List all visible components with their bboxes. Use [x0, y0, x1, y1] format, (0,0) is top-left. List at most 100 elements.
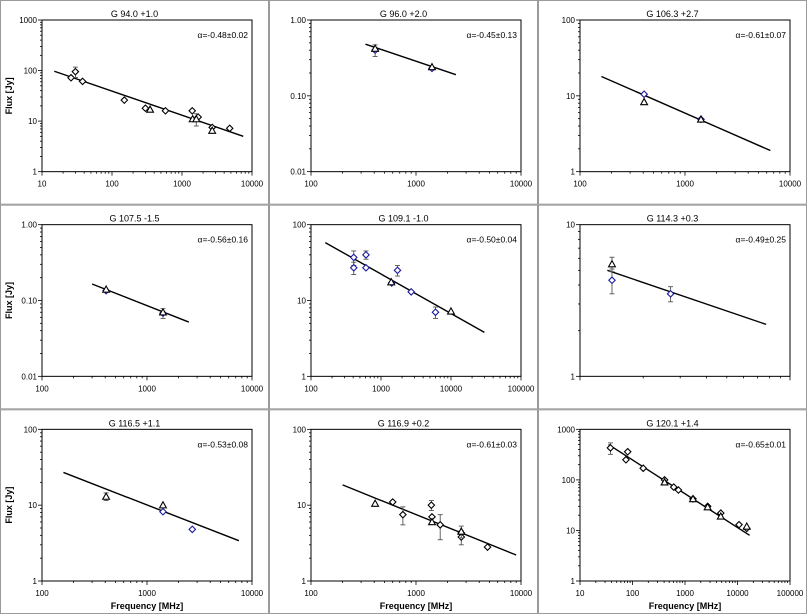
data-point-diamond	[427, 501, 436, 510]
data-point-diamond	[78, 77, 87, 86]
data-point-diamond	[735, 520, 744, 529]
data-point-diamond	[188, 525, 197, 534]
data-point-diamond	[349, 253, 358, 262]
data-point-diamond	[393, 266, 402, 275]
data-point-triangle	[639, 97, 649, 106]
chart-title: G 96.0 +2.0	[380, 9, 427, 19]
x-tick-label: 10000	[726, 589, 749, 598]
plot-area	[41, 19, 253, 173]
x-tick-label: 1000	[173, 180, 191, 189]
data-point-diamond	[606, 443, 615, 452]
x-tick-label: 1000	[138, 589, 156, 598]
y-tick-label: 100	[24, 425, 38, 434]
y-axis-label: Flux [Jy]	[4, 282, 14, 319]
data-point-triangle	[370, 499, 380, 507]
fit-line	[342, 484, 517, 556]
x-tick-label: 1000	[372, 384, 390, 393]
y-tick-label: 1	[571, 577, 576, 586]
y-tick-label: 1.00	[290, 16, 306, 25]
y-tick-label: 10	[566, 526, 575, 535]
data-point-triangle	[101, 491, 111, 500]
y-tick-label: 0.01	[21, 372, 37, 381]
x-axis-label: Frequency [MHz]	[111, 601, 184, 611]
data-point-triangle	[660, 477, 669, 486]
alpha-annotation: α=-0.45±0.13	[467, 30, 518, 40]
plot-area	[579, 224, 791, 377]
x-tick-label: 100	[35, 384, 49, 393]
y-tick-label: 1	[33, 577, 38, 586]
data-point-diamond	[188, 106, 197, 115]
x-tick-label: 10000	[241, 384, 264, 393]
data-point-diamond	[398, 510, 407, 519]
chart-panel: 1 10 G 114.3 +0.3 α=-0.49±0.25	[538, 204, 807, 410]
y-tick-label: 10	[566, 221, 575, 230]
panel-border	[0, 204, 269, 410]
y-tick-label: 1000	[557, 425, 575, 434]
x-tick-label: 10000	[779, 180, 802, 189]
data-point-diamond	[483, 543, 492, 552]
data-point-diamond	[159, 507, 167, 516]
chart-panel: 100 1000 10000 1 10 100 G 116.9 +0.2 α=-0.61±0.…	[269, 409, 538, 614]
panel-border	[269, 204, 538, 410]
x-tick-label: 10000	[510, 589, 533, 598]
chart-title: G 107.5 -1.5	[109, 214, 159, 224]
panel-border	[538, 0, 807, 205]
chart-panel: 100 1000 10000 100000 1 10 100 G 109.1 -1.0 α=-0…	[269, 204, 538, 410]
x-tick-label: 100	[573, 180, 587, 189]
data-point-diamond	[608, 276, 616, 285]
y-tick-label: 0.01	[290, 168, 306, 177]
chart-panel: 100 1000 10000 1 10 100 G 106.3 +2.7 α=-0.61±0.…	[538, 0, 807, 205]
x-tick-label: 10000	[241, 180, 264, 189]
y-tick-label: 0.10	[290, 92, 306, 101]
x-tick-label: 100000	[508, 384, 535, 393]
data-point-triangle	[703, 502, 712, 511]
data-point-triangle	[101, 284, 111, 293]
y-tick-label: 1	[571, 372, 576, 381]
y-tick-label: 10	[297, 297, 306, 306]
x-tick-label: 10	[38, 180, 47, 189]
x-tick-label: 1000	[407, 180, 425, 189]
y-tick-label: 1.00	[21, 221, 37, 230]
panel-border	[0, 0, 269, 205]
data-point-triangle	[607, 259, 617, 268]
chart-title: G 109.1 -1.0	[378, 214, 428, 224]
fit-line	[601, 75, 771, 152]
data-point-diamond	[161, 106, 170, 115]
alpha-annotation: α=-0.50±0.04	[467, 235, 518, 245]
data-point-triangle	[158, 307, 168, 316]
data-point-diamond	[141, 104, 150, 113]
data-point-diamond	[674, 486, 683, 495]
x-tick-label: 100	[626, 589, 640, 598]
x-tick-label: 1000	[138, 384, 156, 393]
y-tick-label: 1	[302, 577, 307, 586]
x-tick-label: 1000	[407, 589, 425, 598]
data-point-diamond	[225, 124, 234, 133]
chart-panel: 100 1000 10000 0.01 0.10 1.00 G 107.5 -1.5 α=-0…	[0, 204, 269, 410]
chart-title: G 106.3 +2.7	[646, 9, 698, 19]
panel-border	[538, 204, 807, 410]
x-tick-label: 100	[304, 180, 318, 189]
data-point-diamond	[407, 287, 416, 296]
x-tick-label: 100	[304, 384, 318, 393]
data-point-triangle	[370, 44, 380, 52]
y-tick-label: 1000	[19, 16, 37, 25]
alpha-annotation: α=-0.48±0.02	[198, 30, 249, 40]
alpha-annotation: α=-0.65±0.01	[736, 439, 787, 449]
data-point-diamond	[120, 96, 129, 105]
data-point-triangle	[158, 500, 168, 509]
chart-title: G 114.3 +0.3	[647, 214, 699, 224]
x-tick-label: 10000	[241, 589, 264, 598]
y-tick-label: 100	[562, 476, 576, 485]
y-axis-label: Flux [Jy]	[4, 487, 14, 524]
alpha-annotation: α=-0.61±0.03	[467, 439, 518, 449]
data-point-triangle	[742, 521, 752, 530]
data-point-triangle	[191, 114, 201, 123]
data-point-triangle	[456, 526, 466, 535]
x-tick-label: 1000	[676, 589, 694, 598]
fit-line	[63, 471, 240, 542]
x-tick-label: 10000	[510, 180, 533, 189]
x-axis-label: Frequency [MHz]	[380, 601, 453, 611]
alpha-annotation: α=-0.53±0.08	[198, 439, 249, 449]
